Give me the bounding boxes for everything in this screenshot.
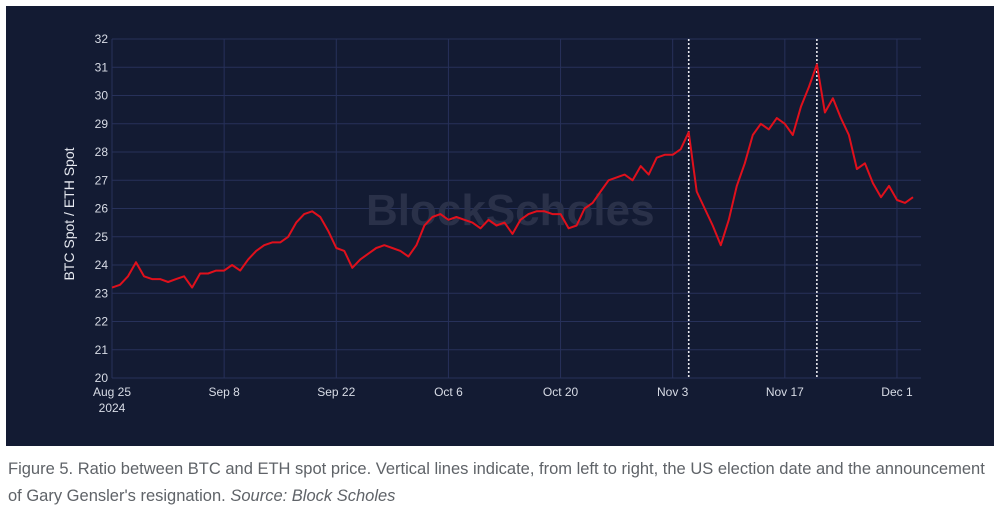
figure-caption: Figure 5. Ratio between BTC and ETH spot… bbox=[8, 456, 992, 510]
y-tick-label: 21 bbox=[95, 343, 109, 357]
gridlines bbox=[111, 38, 921, 379]
y-axis-ticks: 20 21 22 23 24 25 26 27 28 29 30 31 32 bbox=[95, 32, 109, 385]
x-tick-label: Dec 1 bbox=[881, 385, 913, 399]
y-tick-label: 22 bbox=[95, 315, 109, 329]
x-tick-label: Oct 6 bbox=[434, 385, 463, 399]
chart-panel: BlockScholes 20 21 22 23 24 25 26 27 28 29 30 31 32 … bbox=[6, 6, 994, 446]
series-line bbox=[111, 63, 914, 289]
y-tick-label: 27 bbox=[95, 173, 109, 187]
x-tick-label: Nov 17 bbox=[766, 385, 804, 399]
x-tick-label: Sep 22 bbox=[317, 385, 355, 399]
y-tick-label: 24 bbox=[95, 258, 109, 272]
y-tick-label: 23 bbox=[95, 286, 109, 300]
y-tick-label: 26 bbox=[95, 202, 109, 216]
x-tick-label: Nov 3 bbox=[657, 385, 689, 399]
series-layer bbox=[111, 63, 914, 289]
y-tick-label: 20 bbox=[95, 371, 109, 385]
caption-text: Figure 5. Ratio between BTC and ETH spot… bbox=[8, 460, 985, 505]
x-tick-label: Aug 25 bbox=[93, 385, 131, 399]
x-tick-label: Sep 8 bbox=[208, 385, 240, 399]
line-chart: BlockScholes 20212223242526272829303132 … bbox=[61, 32, 921, 415]
y-tick-label: 32 bbox=[95, 32, 109, 46]
y-tick-label: 30 bbox=[95, 89, 109, 103]
y-tick-label: 28 bbox=[95, 145, 109, 159]
x-axis-ticks: Aug 25 2024 Sep 8 Sep 22 Oct 6 Oct 20 Nov 3 Nov… bbox=[93, 385, 913, 415]
y-tick-label: 31 bbox=[95, 60, 109, 74]
y-tick-label: 25 bbox=[95, 230, 109, 244]
x-tick-label: Oct 20 bbox=[543, 385, 579, 399]
caption-source: Source: Block Scholes bbox=[230, 487, 396, 505]
event-lines bbox=[687, 39, 818, 378]
y-tick-label: 29 bbox=[95, 117, 109, 131]
y-axis-title: BTC Spot / ETH Spot bbox=[61, 147, 77, 280]
x-tick-sublabel: 2024 bbox=[99, 401, 126, 415]
watermark-logo: BlockScholes bbox=[366, 186, 655, 235]
